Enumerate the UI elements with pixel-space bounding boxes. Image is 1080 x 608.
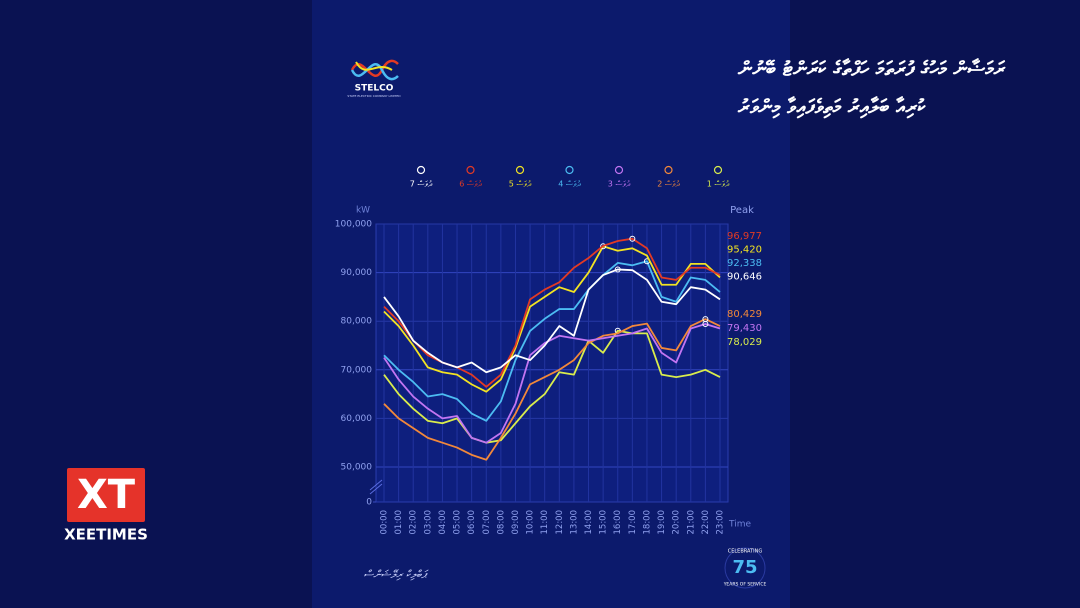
x-tick-label: 08:00 [496, 510, 506, 535]
brand-logo: XT [77, 472, 136, 518]
peak-label: 95,420 [727, 245, 762, 256]
legend-label: 2 ދުވަސް [657, 180, 680, 189]
series-line [383, 245, 721, 393]
legend-icon [416, 165, 426, 175]
peak-label: 78,029 [727, 337, 762, 348]
stelco-logo: STELCO STATE ELECTRIC COMPANY LIMITED [347, 59, 401, 98]
series-line [383, 323, 721, 444]
legend-label: 7 ދުވަސް [410, 180, 433, 189]
y-tick-label: 100,000 [335, 220, 372, 230]
x-tick-label: 05:00 [453, 510, 463, 535]
x-tick-label: 11:00 [540, 510, 550, 535]
legend-item: 4 ދުވަސް [558, 165, 581, 189]
x-tick-label: 00:00 [380, 510, 390, 535]
y-tick-label: 90,000 [341, 268, 373, 278]
legend-label: 1 ދުވަސް [707, 180, 730, 189]
x-tick-label: 07:00 [482, 510, 492, 535]
badge-top: CELEBRATING [728, 549, 763, 555]
legend-item: 7 ދުވަސް [410, 165, 433, 189]
x-tick-label: 03:00 [423, 510, 433, 535]
peak-label: 96,977 [727, 231, 762, 242]
x-tick-label: 02:00 [409, 510, 419, 535]
title-line: ކުރިއާ ބަލާއިރު މަތިވެފައިވާ މިންވަރު [737, 95, 926, 120]
legend-icon [713, 165, 723, 175]
x-tick-label: 04:00 [438, 510, 448, 535]
series-line [383, 268, 721, 374]
y-tick-label: 50,000 [341, 463, 373, 473]
brand-name: XEETIMES [64, 526, 148, 544]
x-tick-label: 19:00 [657, 510, 667, 535]
peak-label: 92,338 [727, 258, 762, 269]
title-line: ރަމަޟާން މަހުގެ ފުރަތަމަ ހަފްތާގެ ކަރަން… [737, 57, 1006, 81]
x-tick-label: 18:00 [642, 510, 652, 535]
peak-marker [629, 235, 636, 242]
legend-item: 2 ދުވަސް [657, 165, 680, 189]
x-tick-label: 20:00 [672, 510, 682, 535]
y-tick-label: 0 [366, 498, 372, 508]
x-tick-label: 09:00 [511, 510, 521, 535]
series-line [383, 260, 721, 422]
peak-label: 90,646 [727, 272, 762, 283]
legend-icon [515, 165, 525, 175]
y-tick-label: 70,000 [341, 365, 373, 375]
x-tick-label: 14:00 [584, 510, 594, 535]
legend-icon [614, 165, 624, 175]
legend-icon [565, 165, 574, 175]
x-tick-label: 06:00 [467, 510, 477, 535]
plot-area [375, 223, 729, 503]
series-line [383, 329, 721, 444]
x-tick-label: 13:00 [569, 510, 579, 535]
peak-label: 80,429 [727, 309, 762, 320]
badge-number: 75 [732, 557, 757, 578]
legend-icon [466, 165, 475, 175]
x-tick-label: 16:00 [613, 510, 623, 535]
footer-text: ޕަބްލިކް ރިލޭޝަންސް [363, 568, 429, 581]
x-tick-label: 01:00 [394, 510, 404, 535]
legend-label: 5 ދުވަސް [509, 180, 532, 189]
legend-label: 6 ދުވަސް [459, 180, 482, 189]
legend-item: 6 ދުވަސް [459, 165, 482, 189]
y-tick-label: 60,000 [341, 414, 373, 424]
legend-icon [664, 165, 673, 175]
brand-logo-box [67, 468, 145, 522]
x-tick-label: 22:00 [701, 510, 711, 535]
legend-label: 3 ދުވަސް [608, 180, 631, 189]
y-axis-label: kW [356, 206, 370, 216]
x-tick-label: 15:00 [599, 510, 609, 535]
x-tick-label: 21:00 [686, 510, 696, 535]
x-tick-label: 17:00 [628, 510, 638, 535]
peak-title: Peak [730, 205, 754, 216]
y-tick-label: 80,000 [341, 317, 373, 327]
logo-subtext: STATE ELECTRIC COMPANY LIMITED [347, 94, 401, 98]
legend-label: 4 ދުވަސް [558, 180, 581, 189]
x-tick-label: 10:00 [526, 510, 536, 535]
x-tick-label: 12:00 [555, 510, 565, 535]
anniversary-badge: CELEBRATING 75 YEARS OF SERVICE [723, 547, 767, 589]
peak-label: 79,430 [727, 323, 762, 334]
x-axis-label: Time [728, 520, 751, 530]
axis-break [369, 479, 383, 495]
peak-marker [614, 266, 621, 273]
badge-bottom: YEARS OF SERVICE [723, 582, 767, 588]
legend-item: 5 ދުވަސް [509, 165, 532, 189]
logo-text: STELCO [355, 84, 394, 94]
peak-marker [702, 320, 709, 327]
x-tick-label: 23:00 [716, 510, 726, 535]
series-line [383, 318, 721, 461]
legend-item: 1 ދުވަސް [707, 165, 730, 189]
peak-marker [600, 243, 607, 250]
legend-item: 3 ދުވަސް [608, 165, 631, 189]
